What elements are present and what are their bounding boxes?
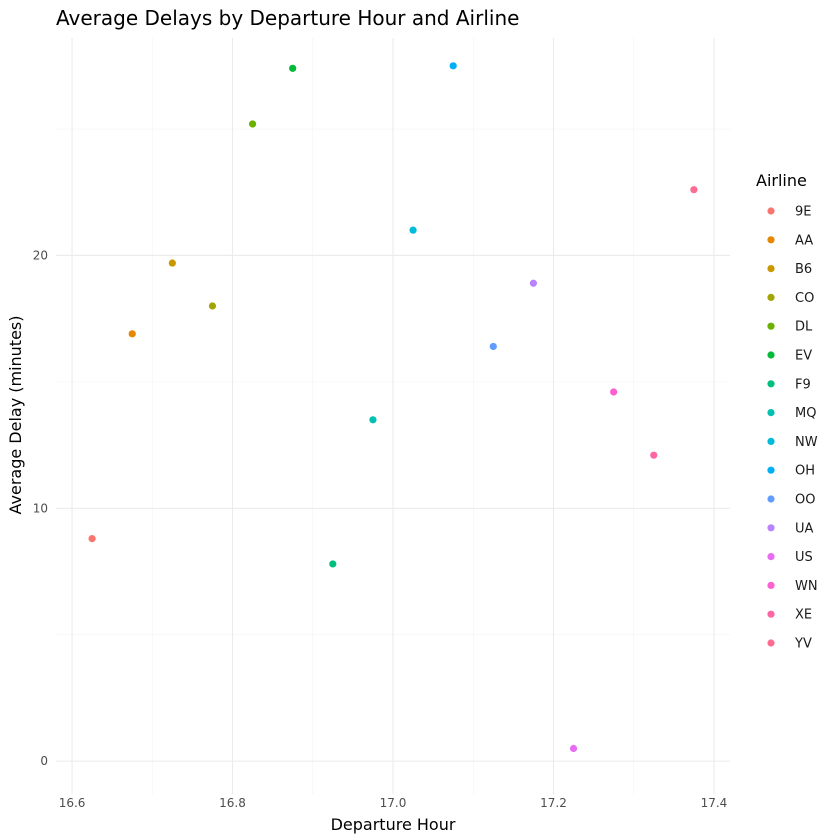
data-point-ev [289,64,297,72]
y-tick-label: 10 [33,501,48,515]
data-point-wn [610,388,618,396]
legend-key-f9 [767,380,775,388]
legend-label: YV [794,637,812,652]
legend-label: B6 [795,262,812,277]
grid [56,38,730,794]
x-tick-label: 16.8 [219,796,246,810]
data-point-nw [409,226,417,234]
legend-label: XE [795,608,812,623]
legend-label: EV [795,349,812,364]
data-point-dl [248,120,257,128]
x-tick-label: 17.0 [380,796,407,810]
data-point-9e [88,535,96,543]
legend-key-nw [767,437,775,445]
legend-key-dl [767,322,775,330]
legend-label: US [795,550,813,565]
legend-label: NW [795,435,818,450]
legend-key-xe [767,610,775,618]
legend-items: 9E AA B6 CO DL EV F9 MQ NW OH OO UA US WN XE YV [767,205,818,652]
legend-key-b6 [767,265,775,273]
x-tick-label: 17.4 [701,796,728,810]
data-point-yv [690,186,698,194]
legend-label: F9 [795,377,811,392]
data-point-oo [489,342,497,351]
legend-label: WN [795,579,818,594]
legend-key-wn [767,581,775,590]
legend-key-co [767,293,775,301]
legend-key-us [767,553,775,561]
y-tick-label: 0 [40,754,48,768]
legend-key-oo [767,495,775,503]
legend-label: CO [795,291,814,306]
data-point-co [208,302,217,310]
legend-label: DL [795,320,813,335]
legend-label: OH [795,464,815,479]
x-axis-tick-labels: 16.6 16.8 17.0 17.2 17.4 [59,796,728,810]
x-axis-title: Departure Hour [331,815,456,834]
legend-label: UA [795,521,814,536]
x-tick-label: 16.6 [59,796,86,810]
y-axis-tick-labels: 0 10 20 [33,248,48,768]
legend-label: OO [795,493,815,508]
y-axis-title: Average Delay (minutes) [6,315,25,514]
legend-label: MQ [795,406,816,421]
legend-key-mq [767,409,775,417]
chart-title: Average Delays by Departure Hour and Air… [56,6,519,30]
legend-key-aa [767,236,775,244]
legend-label: 9E [795,205,812,220]
data-point-f9 [329,560,337,568]
legend-key-yv [767,639,775,647]
x-tick-label: 17.2 [540,796,567,810]
data-point-oh [449,62,457,70]
legend-key-9e [767,207,775,215]
data-points [88,62,698,753]
legend-key-ev [767,351,775,359]
legend-key-ua [767,524,775,532]
legend: Airline 9E AA B6 CO DL EV F9 MQ NW OH OO UA US WN XE YV [756,171,818,652]
data-point-mq [369,416,377,424]
data-point-aa [128,330,136,338]
data-point-xe [650,451,658,459]
y-tick-label: 20 [33,248,48,262]
data-point-b6 [168,259,176,267]
legend-title: Airline [756,171,807,190]
data-point-ua [529,279,538,287]
legend-key-oh [767,466,775,474]
legend-label: AA [795,233,813,248]
data-point-us [569,744,578,753]
